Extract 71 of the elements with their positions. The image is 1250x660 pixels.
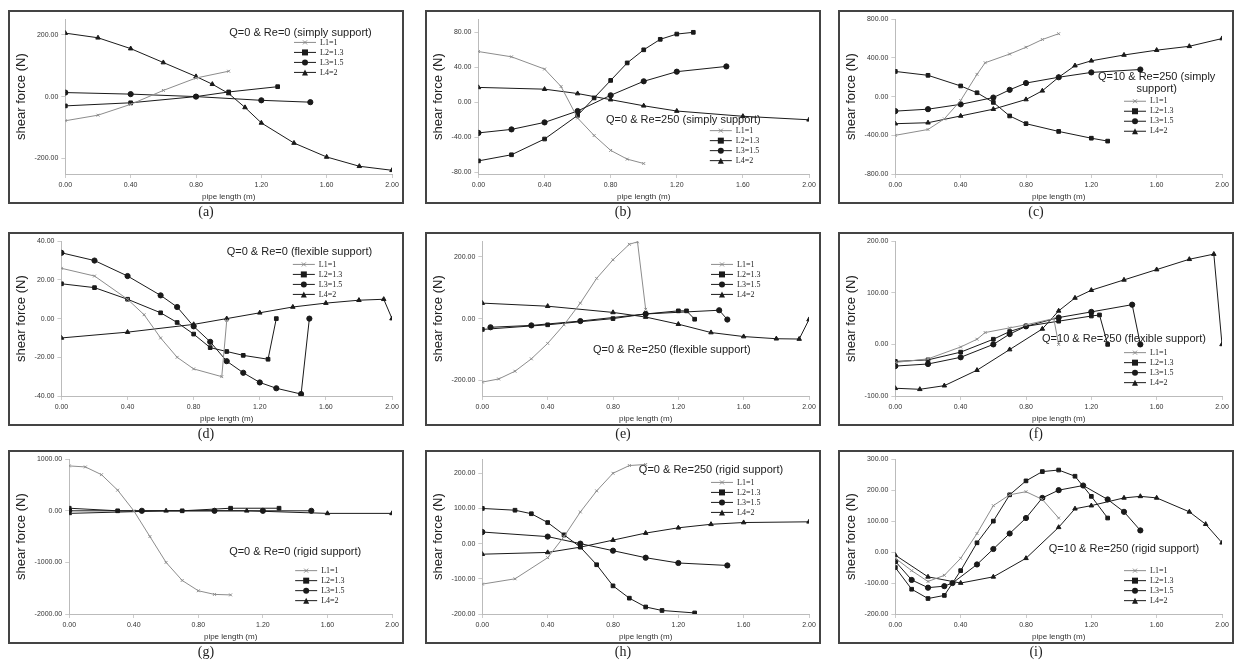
legend-label: L4=2	[1150, 377, 1168, 387]
text: (g)	[196, 644, 216, 660]
legend-label: L1=1	[1150, 96, 1168, 106]
legend-label: L2=1.3	[737, 269, 761, 279]
legend-label: L2=1.3	[737, 487, 761, 497]
legend-label: L4=2	[318, 289, 337, 299]
legend-label: L3=1.5	[735, 145, 760, 155]
legend-label: L1=1	[318, 259, 337, 269]
legend-label: L3=1.5	[737, 497, 761, 507]
y-axis-title: shear force (N)	[13, 493, 29, 580]
chart-title: Q=0 & Re=250 (rigid support)	[638, 463, 784, 476]
text: (b)	[613, 204, 633, 220]
y-axis-title: shear force (N)	[843, 53, 859, 140]
legend-label: L1=1	[1150, 347, 1168, 357]
y-axis-title: shear force (N)	[13, 53, 29, 140]
text: Q=10 & Re=250 (rigid support)	[1048, 542, 1200, 555]
legend-label: L1=1	[321, 565, 339, 575]
legend-label: L3=1.5	[320, 57, 344, 67]
legend-label: L2=1.3	[1150, 575, 1174, 585]
text: Q=0 & Re=0 (simply support)	[229, 26, 372, 39]
legend-label: L1=1	[320, 37, 338, 47]
legend-label: L4=2	[737, 507, 755, 517]
legend-label: L1=1	[1150, 565, 1168, 575]
legend-label: L3=1.5	[1150, 116, 1174, 126]
x-axis-title: pipe length (m)	[1031, 192, 1086, 202]
legend-label: L2=1.3	[1150, 357, 1174, 367]
legend-label: L2=1.3	[1150, 106, 1174, 116]
y-axis-title: shear force (N)	[843, 275, 859, 362]
text: (f)	[1028, 426, 1044, 442]
text: Q=0 & Re=250 (flexible support)	[592, 342, 751, 355]
legend-label: L3=1.5	[1150, 585, 1174, 595]
legend-label: L3=1.5	[318, 279, 343, 289]
legend-label: L3=1.5	[321, 585, 345, 595]
x-axis-title: pipe length (m)	[618, 632, 673, 642]
y-axis-title: shear force (N)	[430, 275, 446, 362]
legend-label: L2=1.3	[321, 575, 345, 585]
x-axis-title: pipe length (m)	[1031, 414, 1086, 424]
x-axis-title: pipe length (m)	[618, 414, 673, 424]
y-axis-title: shear force (N)	[13, 275, 29, 362]
x-axis-title: pipe length (m)	[200, 414, 254, 424]
legend-label: L2=1.3	[320, 47, 344, 57]
legend-label: L4=2	[735, 155, 754, 165]
y-axis-title: shear force (N)	[430, 53, 446, 140]
legend-label: L1=1	[737, 477, 755, 487]
text: Q=0 & Re=0 (rigid support)	[229, 545, 362, 558]
legend-label: L4=2	[321, 595, 339, 605]
legend-label: L3=1.5	[1150, 367, 1174, 377]
legend-label: L2=1.3	[735, 135, 760, 145]
legend-label: L3=1.5	[737, 279, 761, 289]
legend-label: L1=1	[737, 259, 755, 269]
text: (a)	[197, 204, 215, 220]
text: (e)	[614, 426, 632, 442]
legend-label: L1=1	[735, 125, 754, 135]
x-axis-title: pipe length (m)	[201, 192, 256, 202]
legend-label: L4=2	[1150, 595, 1168, 605]
text: Q=0 & Re=250 (simply support)	[606, 112, 761, 125]
text: (d)	[196, 426, 216, 442]
x-axis-title: pipe length (m)	[617, 192, 671, 202]
legend-label: L4=2	[737, 289, 755, 299]
legend-label: L4=2	[320, 67, 338, 77]
y-axis-title: shear force (N)	[843, 493, 859, 580]
y-axis-title: shear force (N)	[430, 493, 446, 580]
legend-label: L2=1.3	[318, 269, 343, 279]
x-axis-title: pipe length (m)	[203, 632, 258, 642]
legend-label: L4=2	[1150, 126, 1168, 136]
text: (i)	[1028, 644, 1044, 660]
text: (h)	[613, 644, 633, 660]
text: (c)	[1027, 204, 1045, 220]
x-axis-title: pipe length (m)	[1031, 632, 1086, 642]
chart-title: Q=0 & Re=0 (flexible support)	[226, 245, 373, 258]
text: Q=10 & Re=250 (simply support)	[1097, 69, 1216, 94]
